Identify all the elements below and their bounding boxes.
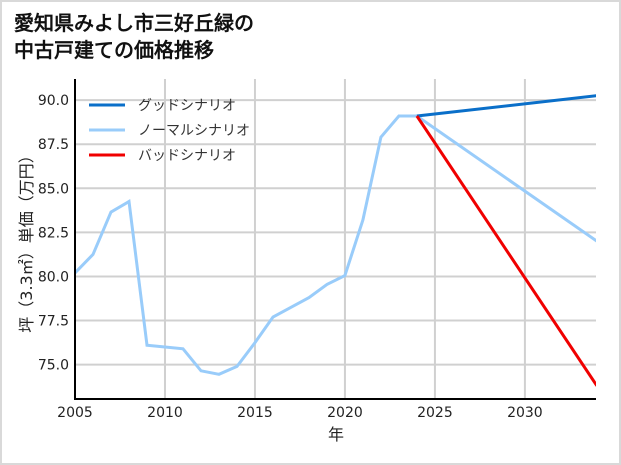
x-tick-label: 2025 [417,405,453,421]
legend-label: ノーマルシナリオ [138,123,250,139]
x-tick-label: 2010 [147,405,183,421]
series-line-1 [75,114,596,376]
x-tick-label: 2020 [327,405,363,421]
axes [74,79,596,400]
title-line-2: 中古戸建ての価格推移 [14,38,214,62]
x-axis-label: 年 [328,425,344,444]
title-line-1: 愛知県みよし市三好丘緑の [14,11,254,35]
series-lines [75,94,596,387]
y-tick-label: 90.0 [38,93,69,109]
series-line-2 [415,115,596,387]
y-tick-label: 75.0 [38,358,69,374]
chart-title: 愛知県みよし市三好丘緑の 中古戸建ての価格推移 [14,10,254,64]
y-tick-label: 87.5 [38,137,69,153]
x-tick-label: 2030 [507,405,543,421]
y-tick-label: 85.0 [38,181,69,197]
x-tick-label: 2005 [57,405,93,421]
x-tick-label: 2015 [237,405,273,421]
legend-label: グッドシナリオ [138,98,236,114]
y-tick-labels: 75.0 77.5 80.0 82.5 85.0 87.5 90.0 [38,93,69,373]
legend-label: バッドシナリオ [138,148,236,164]
y-tick-label: 80.0 [38,269,69,285]
y-axis-label: 坪（3.3㎡）単価（万円） [17,147,36,332]
y-tick-label: 77.5 [38,314,69,330]
series-line-0 [416,94,596,118]
y-tick-label: 82.5 [38,225,69,241]
x-tick-labels: 2005 2010 2015 2020 2025 2030 [57,405,543,421]
